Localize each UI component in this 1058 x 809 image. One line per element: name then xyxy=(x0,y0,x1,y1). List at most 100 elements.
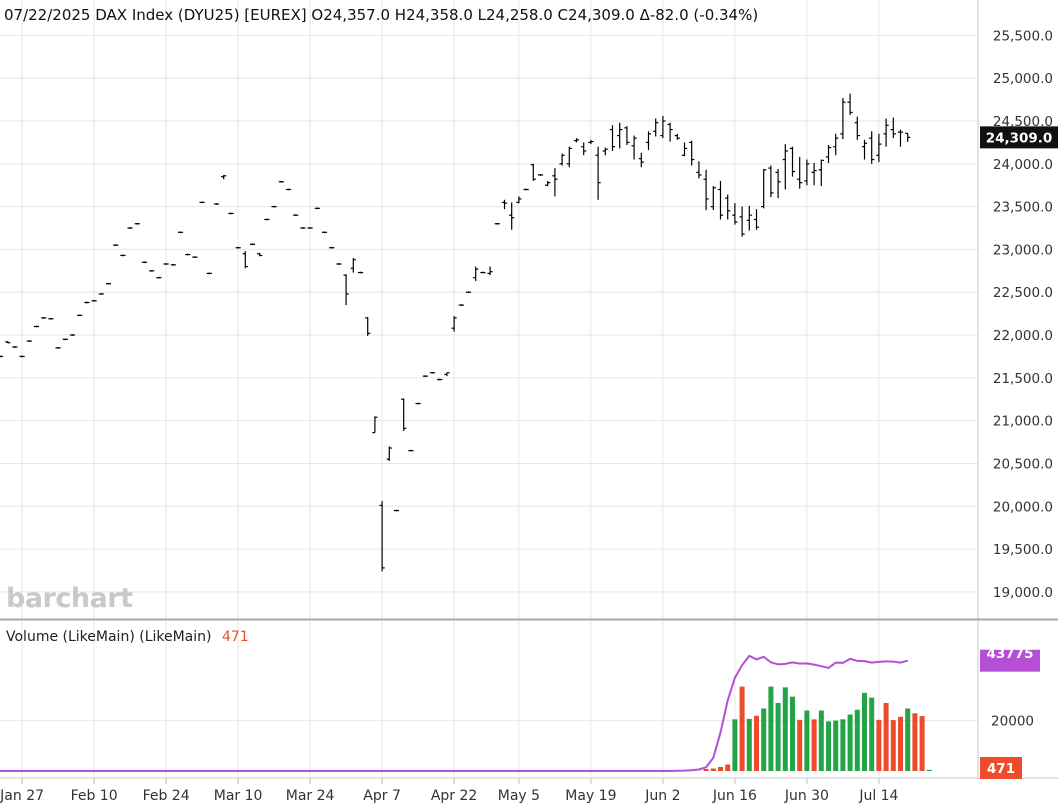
volume-panel-label: Volume (LikeMain) (LikeMain) 471 xyxy=(6,629,249,645)
ohlc-bar xyxy=(761,168,767,209)
ohlc-bar xyxy=(156,276,162,279)
volume-axis-labels: 20000 xyxy=(991,714,1034,730)
volume-bar xyxy=(797,719,803,771)
ohlc-bar xyxy=(12,346,18,348)
chart-header: 07/22/2025 DAX Index (DYU25) [EUREX] O24… xyxy=(4,6,758,24)
ohlc-bar xyxy=(48,317,54,320)
ohlc-bar xyxy=(5,341,11,344)
ohlc-bar xyxy=(69,334,76,336)
ohlc-bar xyxy=(372,416,378,434)
ohlc-bar xyxy=(0,355,4,358)
volume-bar xyxy=(746,718,752,771)
ohlc-bar xyxy=(451,316,457,332)
price-tick-label: 20,000.0 xyxy=(993,499,1053,515)
ohlc-bar xyxy=(41,317,47,319)
ohlc-bar xyxy=(141,261,148,264)
ohlc-bar xyxy=(84,301,90,304)
ohlc-bar xyxy=(401,398,407,431)
ohlc-bar xyxy=(811,162,817,186)
volume-study-value: 471 xyxy=(222,629,249,645)
ohlc-bar xyxy=(105,282,112,285)
ohlc-bar xyxy=(278,180,284,183)
volume-bar xyxy=(710,768,716,771)
date-tick-label: Apr 22 xyxy=(431,788,477,804)
ohlc-bar xyxy=(127,227,133,229)
ohlc-bar xyxy=(321,231,328,234)
ohlc-bar xyxy=(134,222,140,225)
volume-tick-label: 20000 xyxy=(991,714,1034,730)
volume-bar xyxy=(768,686,774,771)
ohlc-bar xyxy=(602,147,608,156)
ohlc-bar xyxy=(638,152,644,168)
ohlc-bar xyxy=(732,203,738,225)
ohlc-bar xyxy=(379,501,385,572)
volume-bar xyxy=(804,710,810,771)
price-tick-label: 24,500.0 xyxy=(993,114,1053,130)
ohlc-bar xyxy=(681,142,688,157)
ohlc-bar xyxy=(725,194,731,220)
volume-badge: 471 xyxy=(980,757,1022,779)
ohlc-bar xyxy=(185,253,191,256)
price-tick-label: 25,500.0 xyxy=(993,28,1053,44)
date-tick-label: Mar 24 xyxy=(286,788,335,804)
volume-bar xyxy=(761,708,767,771)
volume-bar xyxy=(754,715,759,771)
ohlc-bar xyxy=(228,212,234,215)
ohlc-bar xyxy=(804,159,810,186)
ohlc-bar xyxy=(264,218,270,221)
ohlc-bar xyxy=(350,257,356,273)
ohlc-bar xyxy=(753,209,760,230)
ohlc-bar xyxy=(883,118,889,147)
volume-bar xyxy=(725,764,731,771)
ohlc-bar xyxy=(393,509,400,512)
volume-bar xyxy=(926,769,932,771)
ohlc-bar xyxy=(365,317,371,336)
ohlc-bar xyxy=(609,125,616,151)
watermark: barchart xyxy=(6,583,133,614)
ohlc-bar xyxy=(869,131,875,164)
date-tick-label: Apr 7 xyxy=(363,788,401,804)
ohlc-bar xyxy=(285,188,292,191)
ohlc-bar xyxy=(300,227,306,229)
ohlc-bar xyxy=(674,133,680,140)
ohlc-bar xyxy=(26,340,32,342)
ohlc-bar xyxy=(890,117,896,139)
ohlc-bar xyxy=(465,291,472,294)
volume-bar xyxy=(905,708,911,771)
ohlc-bar xyxy=(667,122,673,142)
last-price-label: 24,309.0 xyxy=(986,130,1053,146)
ohlc-bar xyxy=(91,299,97,302)
ohlc-bar xyxy=(552,168,558,197)
price-tick-label: 19,500.0 xyxy=(993,542,1053,558)
ohlc-bar xyxy=(149,269,155,272)
ohlc-bar xyxy=(530,163,536,181)
ohlc-bar xyxy=(458,304,464,306)
ohlc-bar xyxy=(789,146,796,177)
last-price-badge: 24,309.0 xyxy=(980,126,1058,149)
price-tick-label: 21,500.0 xyxy=(993,371,1053,387)
date-tick-label: Jan 27 xyxy=(0,788,44,804)
ohlc-bar xyxy=(444,372,450,377)
volume-bar xyxy=(782,687,788,771)
price-tick-label: 22,000.0 xyxy=(993,328,1053,344)
ohlc-bar xyxy=(357,271,364,274)
ohlc-bar xyxy=(271,205,277,208)
ohlc-bar xyxy=(221,174,227,180)
ohlc-bar xyxy=(192,256,198,258)
ohlc-bar xyxy=(77,314,83,317)
ohlc-bar xyxy=(213,203,220,205)
volume-value-badge-label: 471 xyxy=(987,761,1015,777)
ohlc-bar xyxy=(645,131,652,151)
ohlc-bar xyxy=(314,207,320,210)
ohlc-bar xyxy=(595,146,601,200)
ohlc-bar xyxy=(818,159,824,187)
volume-bar xyxy=(876,719,882,771)
ohlc-bar xyxy=(905,132,911,142)
ohlc-bar xyxy=(833,133,839,156)
ohlc-bar xyxy=(545,180,551,187)
ohlc-bar xyxy=(717,180,724,220)
price-gridlines xyxy=(0,0,978,619)
price-tick-label: 25,000.0 xyxy=(993,71,1053,87)
date-tick-label: May 5 xyxy=(498,788,540,804)
price-tick-label: 22,500.0 xyxy=(993,285,1053,301)
